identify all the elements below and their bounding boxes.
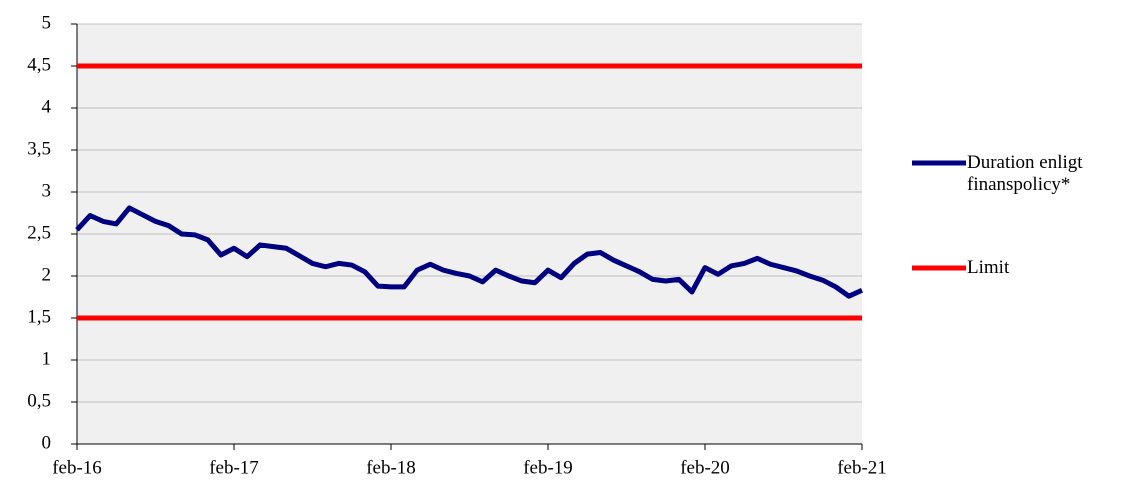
y-tick-label: 0 [42, 432, 52, 453]
y-tick-label: 4 [42, 96, 52, 117]
x-tick-label: feb-19 [523, 457, 573, 478]
y-tick-label: 4,5 [27, 54, 51, 75]
y-tick-label: 1 [42, 348, 52, 369]
y-tick-label: 3 [42, 180, 52, 201]
x-tick-label: feb-20 [680, 457, 730, 478]
y-tick-label: 1,5 [27, 306, 51, 327]
data-line [75, 205, 864, 299]
x-tick-label: feb-17 [209, 457, 259, 478]
legend-label: Limit [967, 257, 1010, 278]
y-tick-label: 0,5 [27, 390, 51, 411]
y-tick-label: 2 [42, 264, 52, 285]
x-tick-label: feb-18 [366, 457, 416, 478]
y-tick-label: 5 [42, 12, 52, 33]
x-tick-label: feb-21 [837, 457, 887, 478]
x-tick-label: feb-16 [52, 457, 102, 478]
legend-label: Duration enligt finanspolicy* [967, 152, 1083, 195]
y-tick-label: 2,5 [27, 222, 51, 243]
y-tick-label: 3,5 [27, 138, 51, 159]
